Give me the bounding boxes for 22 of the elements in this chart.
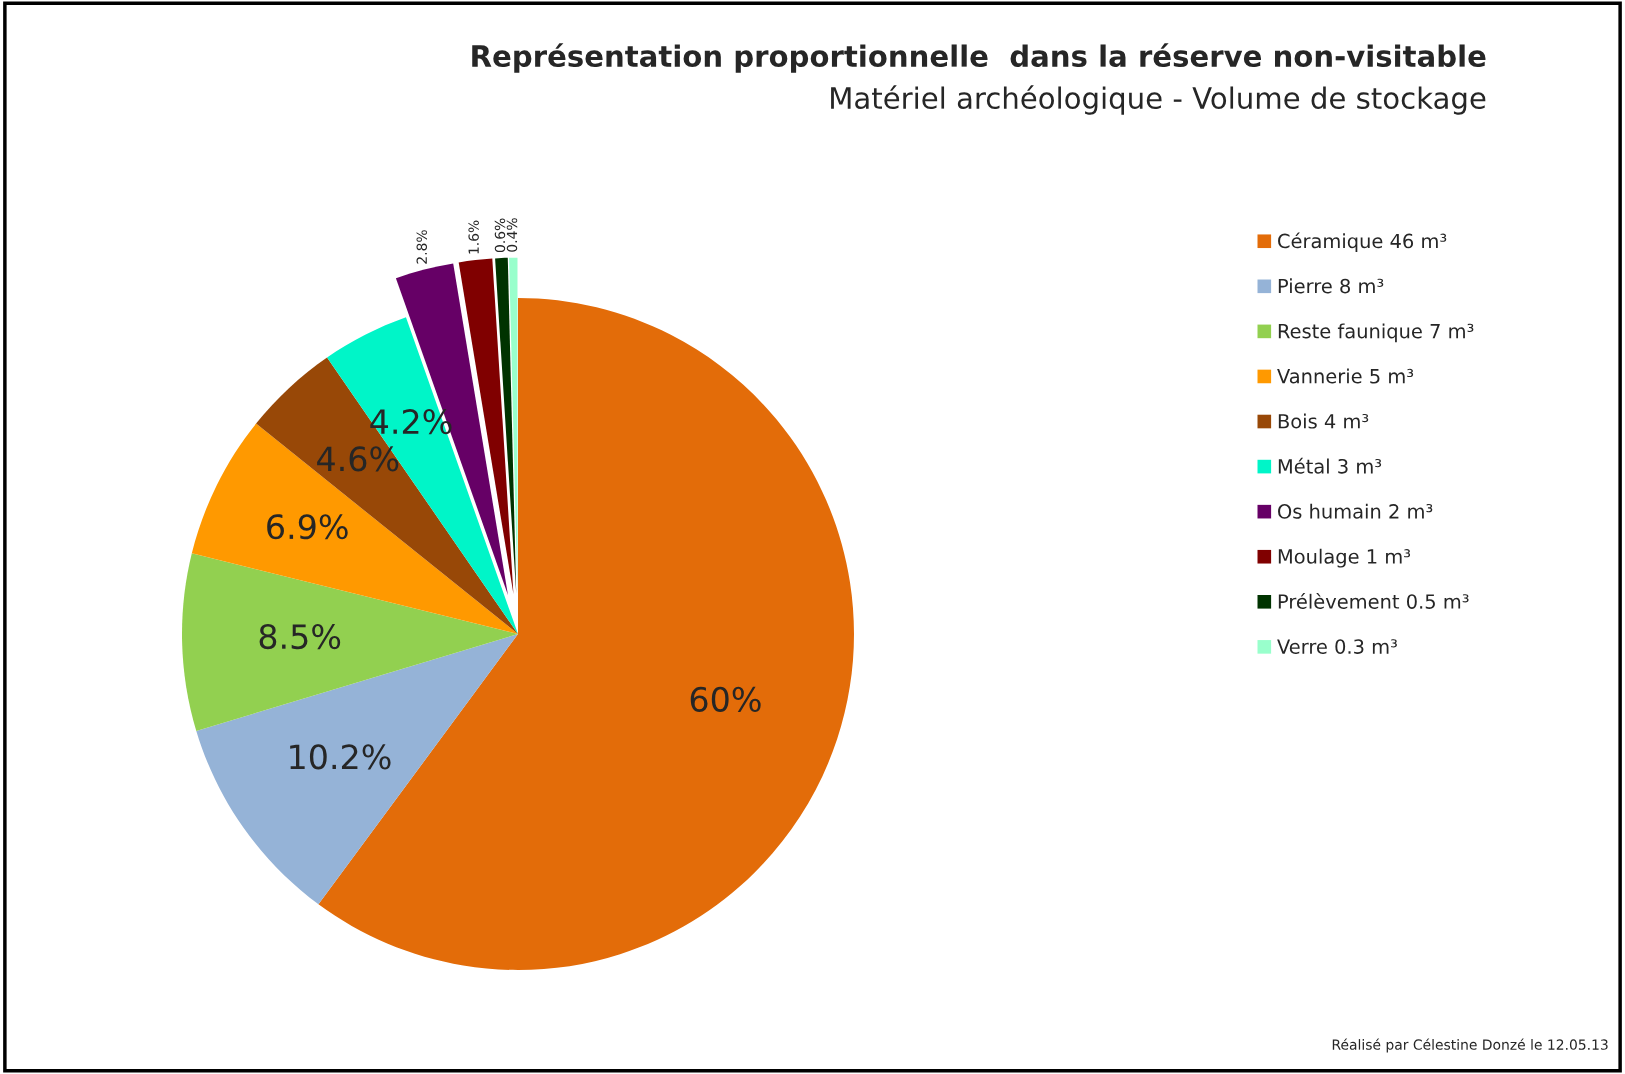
data-label: 1.6%: [468, 220, 479, 254]
data-label: 0.4%: [506, 218, 518, 252]
legend-label: Prélèvement 0.5 m³: [1278, 593, 1469, 609]
legend-label: Vannerie 5 m³: [1277, 368, 1414, 384]
legend-label: Métal 3 m³: [1278, 457, 1382, 474]
legend-label: Pierre 8 m³: [1278, 278, 1384, 294]
chart-subtitle: Matériel archéologique - Volume de stockage: [831, 85, 1486, 115]
chart-title: Représentation proportionnelle dans la réserve non-visitable: [472, 43, 1486, 73]
data-label: 60%: [690, 686, 761, 712]
legend-label: Moulage 1 m³: [1278, 548, 1411, 568]
legend-label: Os humain 2 m³: [1278, 503, 1433, 519]
legend-label: Bois 4 m³: [1278, 413, 1369, 429]
legend-label: Verre 0.3 m³: [1277, 639, 1397, 654]
data-label: 0.6%: [494, 218, 506, 253]
data-label: 10.2%: [290, 744, 391, 770]
legend-label: Céramique 46 m³: [1278, 232, 1447, 253]
text: Réalisé par Célestine Donzé le 12.05.13: [1332, 1038, 1608, 1053]
data-label: 4.6%: [317, 446, 399, 472]
data-label: 2.8%: [416, 230, 427, 264]
data-label: 8.5%: [259, 623, 341, 650]
data-label: 6.9%: [267, 514, 348, 540]
legend-label: Reste faunique 7 m³: [1278, 323, 1474, 343]
